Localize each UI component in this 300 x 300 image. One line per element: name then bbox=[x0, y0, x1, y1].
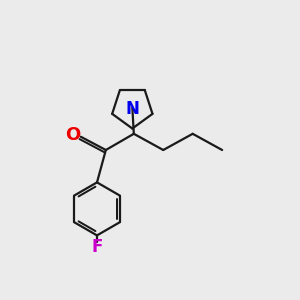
Text: F: F bbox=[91, 238, 103, 256]
Text: O: O bbox=[65, 126, 80, 144]
Text: N: N bbox=[125, 100, 139, 118]
